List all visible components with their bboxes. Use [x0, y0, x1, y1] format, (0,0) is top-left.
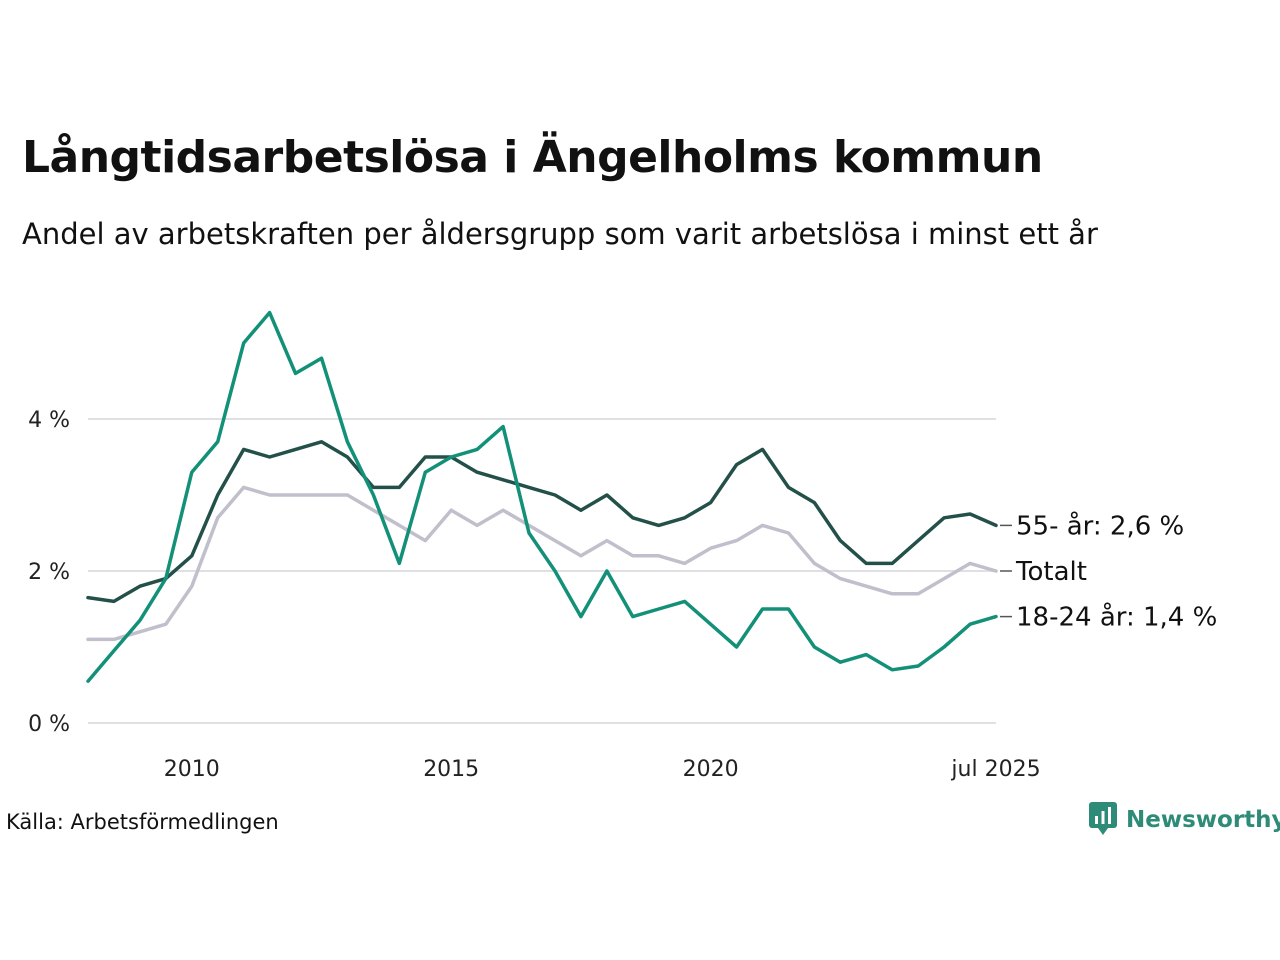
- x-tick-label: 2010: [164, 757, 220, 782]
- series-lines: [86, 310, 998, 683]
- newsworthy-logo-icon: [1088, 800, 1118, 840]
- source-note: Källa: Arbetsförmedlingen: [6, 810, 279, 834]
- chart-title: Långtidsarbetslösa i Ängelholms kommun: [22, 132, 1043, 183]
- x-tick-label: jul 2025: [950, 757, 1040, 782]
- y-tick-label: 2 %: [28, 560, 70, 585]
- series-line: [86, 440, 998, 604]
- series-end-label: 55- år: 2,6 %: [1016, 510, 1184, 541]
- chart-subtitle: Andel av arbetskraften per åldersgrupp s…: [22, 217, 1098, 251]
- y-tick-label: 0 %: [28, 712, 70, 737]
- series-line: [86, 485, 998, 642]
- brand-logo[interactable]: Newsworthy: [1088, 802, 1280, 838]
- series-end-label: Totalt: [1015, 557, 1087, 587]
- series-end-label: 18-24 år: 1,4 %: [1016, 602, 1217, 633]
- y-tick-label: 4 %: [28, 408, 70, 433]
- line-chart: 0 % 2 % 4 % 2010 2015 2020 jul 2025 Totalt 55-…: [28, 310, 1217, 782]
- y-axis-ticks: 0 % 2 % 4 %: [28, 408, 70, 737]
- x-axis-ticks: 2010 2015 2020 jul 2025: [164, 757, 1041, 782]
- series-line: [86, 310, 998, 683]
- x-tick-label: 2015: [423, 757, 479, 782]
- grid-lines: [88, 418, 996, 724]
- x-tick-label: 2020: [683, 757, 739, 782]
- series-end-labels: Totalt 55- år: 2,6 % 18-24 år: 1,4 %: [1000, 510, 1217, 633]
- brand-name: Newsworthy: [1126, 807, 1280, 833]
